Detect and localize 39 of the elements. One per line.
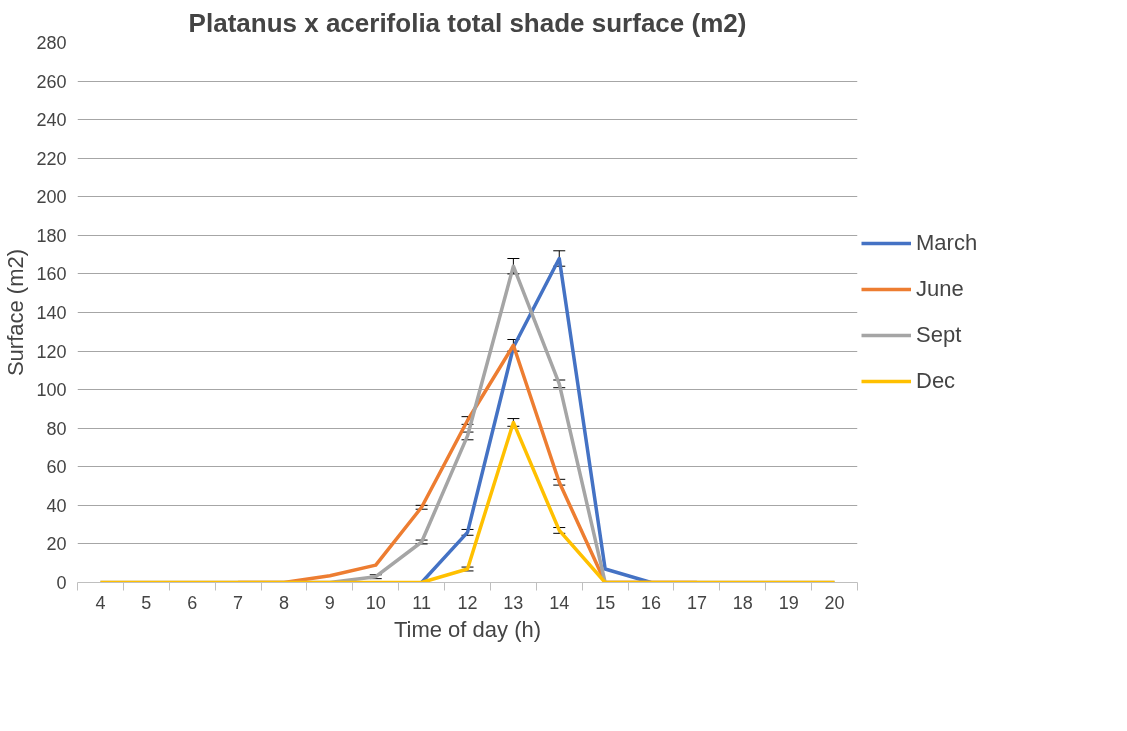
- y-tick-label: 120: [36, 341, 67, 362]
- x-tick-label: 15: [595, 592, 616, 613]
- y-tick-label: 180: [36, 225, 67, 246]
- x-tick-label: 16: [641, 592, 662, 613]
- legend-label: March: [916, 230, 978, 256]
- x-tick-label: 12: [457, 592, 478, 613]
- x-axis-title: Time of day (h): [393, 616, 542, 642]
- y-tick-label: 40: [46, 495, 67, 516]
- x-tick-label: 19: [778, 592, 799, 613]
- chart-title: Platanus x acerifolia total shade surface (m2): [188, 7, 747, 38]
- y-tick-label: 80: [46, 418, 67, 439]
- y-tick-label: 20: [46, 534, 67, 555]
- y-tick-label: 60: [46, 457, 67, 478]
- x-tick-label: 9: [324, 592, 335, 613]
- y-tick-label: 280: [36, 33, 67, 53]
- y-tick-label: 140: [36, 303, 67, 323]
- x-tick-label: 6: [187, 592, 198, 613]
- x-tick-label: 13: [503, 592, 524, 613]
- legend-label: Dec: [916, 368, 956, 394]
- x-tick-label: 14: [549, 592, 570, 613]
- x-tick-label: 4: [95, 592, 106, 613]
- legend-label: Sept: [916, 322, 962, 348]
- y-tick-label: 220: [36, 148, 67, 169]
- x-tick-label: 18: [732, 592, 753, 613]
- y-tick-label: 240: [36, 110, 67, 131]
- y-tick-label: 100: [36, 380, 67, 401]
- x-tick-label: 8: [278, 592, 289, 613]
- x-tick-label: 10: [365, 592, 386, 613]
- y-tick-label: 160: [36, 264, 67, 285]
- x-tick-label: 11: [412, 592, 431, 613]
- x-tick-label: 7: [233, 592, 244, 613]
- x-tick-label: 20: [824, 592, 845, 613]
- y-tick-label: 200: [36, 187, 67, 208]
- x-tick-label: 5: [141, 592, 152, 613]
- legend-label: June: [916, 276, 964, 302]
- y-tick-label: 0: [56, 573, 67, 593]
- y-tick-label: 260: [36, 71, 67, 92]
- y-axis-title: Surface (m2): [3, 248, 29, 377]
- x-tick-label: 17: [686, 592, 707, 613]
